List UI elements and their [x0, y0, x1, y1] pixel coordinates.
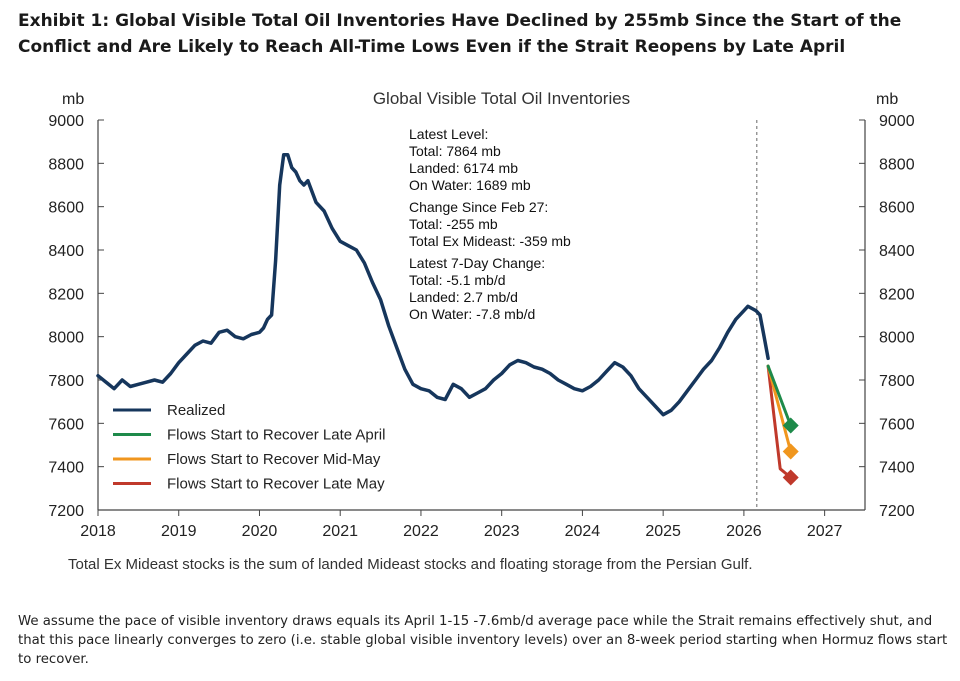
annotation-line: Total Ex Mideast: -359 mb — [409, 233, 571, 249]
footnote: We assume the pace of visible inventory … — [18, 614, 948, 667]
y-tick-label-right: 8800 — [879, 156, 915, 173]
y-tick-label-left: 7400 — [48, 460, 84, 477]
y-axis-right: 7200 7400 7600 7800 8000 8200 8400 8600 8800 9000 — [859, 113, 915, 520]
annotation-line: Change Since Feb 27: — [409, 199, 548, 215]
y-tick-label-right: 8200 — [879, 286, 915, 303]
y-axis-left-unit: mb — [62, 91, 84, 108]
x-tick-label: 2025 — [645, 523, 681, 540]
y-tick-label-right: 7800 — [879, 373, 915, 390]
series-late-april-endpoint-marker — [782, 417, 799, 434]
annotation-line: Total: -255 mb — [409, 216, 498, 232]
series-late-may-endpoint-marker — [782, 469, 799, 486]
annotation-line: Landed: 2.7 mb/d — [409, 289, 518, 305]
legend-label: Realized — [167, 402, 225, 419]
legend-label: Flows Start to Recover Late May — [167, 476, 385, 493]
legend: Realized Flows Start to Recover Late Apri… — [113, 402, 385, 493]
y-tick-label-right: 7200 — [879, 503, 915, 520]
x-tick-label: 2027 — [807, 523, 843, 540]
y-tick-label-left: 8600 — [48, 200, 84, 217]
y-tick-label-right: 7400 — [879, 460, 915, 477]
y-tick-label-right: 9000 — [879, 113, 915, 130]
x-tick-label: 2022 — [403, 523, 439, 540]
y-tick-label-left: 7600 — [48, 416, 84, 433]
x-tick-label: 2021 — [322, 523, 358, 540]
chart-area: 7200 7400 7600 7800 8000 8200 8400 8600 8800 9000… — [0, 80, 960, 590]
series-late-april-line — [766, 364, 793, 427]
annotation-line: Latest Level: — [409, 126, 488, 142]
legend-label: Flows Start to Recover Mid-May — [167, 451, 381, 468]
x-tick-label: 2020 — [242, 523, 278, 540]
chart-svg: 7200 7400 7600 7800 8000 8200 8400 8600 8800 9000… — [48, 89, 915, 540]
x-tick-label: 2019 — [161, 523, 197, 540]
y-tick-label-right: 8400 — [879, 243, 915, 260]
source-note: Total Ex Mideast stocks is the sum of la… — [68, 556, 753, 573]
annotation-line: On Water: -7.8 mb/d — [409, 306, 535, 322]
y-tick-label-right: 8000 — [879, 330, 915, 347]
series-realized-line — [96, 152, 770, 417]
y-tick-label-right: 8600 — [879, 200, 915, 217]
annotation-line: Latest 7-Day Change: — [409, 255, 545, 271]
y-axis-left: 7200 7400 7600 7800 8000 8200 8400 8600 8800 9000 — [48, 113, 104, 520]
x-tick-label: 2026 — [726, 523, 762, 540]
chart-title: Global Visible Total Oil Inventories — [373, 89, 630, 108]
annotation-line: Total: 7864 mb — [409, 143, 501, 159]
y-tick-label-left: 8400 — [48, 243, 84, 260]
y-tick-label-left: 9000 — [48, 113, 84, 130]
y-tick-label-left: 8000 — [48, 330, 84, 347]
y-tick-label-left: 7800 — [48, 373, 84, 390]
y-tick-label-right: 7600 — [879, 416, 915, 433]
series-mid-may-line — [766, 364, 793, 453]
y-axis-right-unit: mb — [876, 91, 898, 108]
exhibit-title: Exhibit 1: Global Visible Total Oil Inve… — [18, 11, 902, 57]
series-layer — [96, 152, 799, 486]
x-tick-label: 2023 — [484, 523, 520, 540]
y-tick-label-left: 8800 — [48, 156, 84, 173]
x-tick-label: 2024 — [565, 523, 601, 540]
annotation-line: Landed: 6174 mb — [409, 160, 518, 176]
annotation-line: On Water: 1689 mb — [409, 177, 531, 193]
series-mid-may-endpoint-marker — [782, 443, 799, 460]
annotation-line: Total: -5.1 mb/d — [409, 272, 506, 288]
legend-label: Flows Start to Recover Late April — [167, 427, 385, 444]
y-tick-label-left: 7200 — [48, 503, 84, 520]
x-axis: 2018 2019 2020 2021 2022 2023 2024 2025 2026 2027 — [80, 510, 843, 540]
x-tick-label: 2018 — [80, 523, 116, 540]
y-tick-label-left: 8200 — [48, 286, 84, 303]
